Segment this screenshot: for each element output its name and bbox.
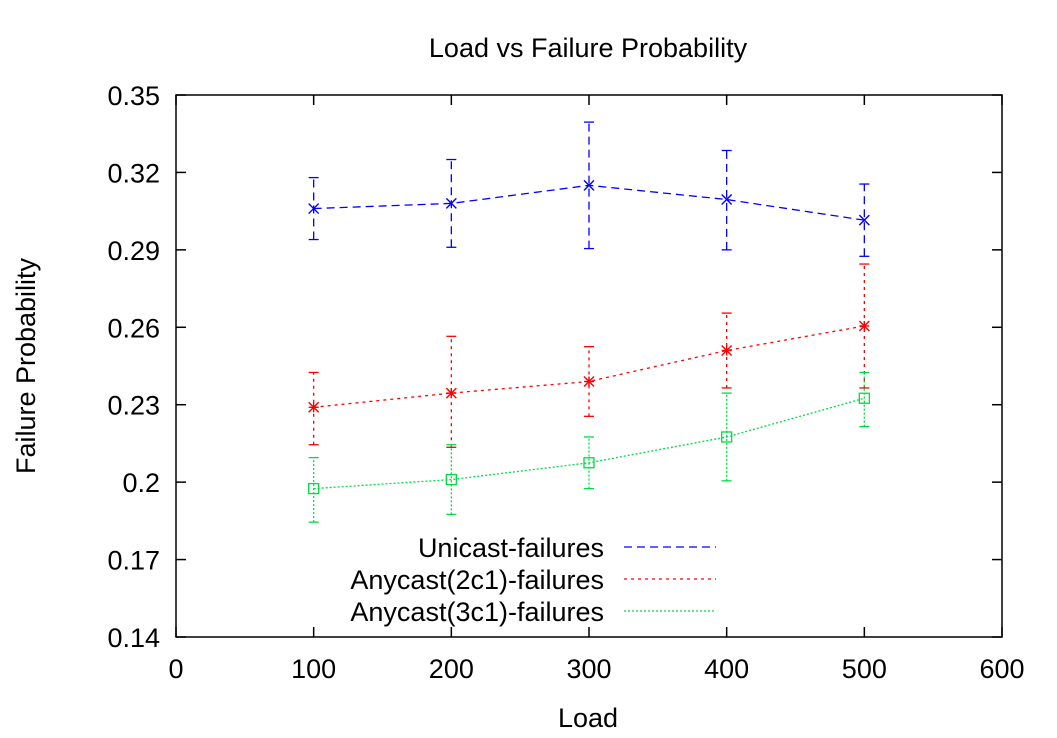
square-marker	[858, 392, 870, 404]
y-tick-label: 0.35	[107, 81, 160, 111]
y-tick-label: 0.14	[107, 623, 160, 653]
x-tick-label: 600	[979, 654, 1024, 684]
y-tick-label: 0.29	[107, 236, 160, 266]
y-tick-label: 0.23	[107, 391, 160, 421]
x-tick-label: 400	[704, 654, 749, 684]
y-tick-label: 0.32	[107, 158, 160, 188]
x-tick-label: 500	[842, 654, 887, 684]
axes: 0.14 0.17 0.2 0.23 0.26 0.29 0.32 0.35 0 100 200 30…	[107, 81, 1024, 684]
y-tick-label: 0.26	[107, 313, 160, 343]
y-tick-label: 0.17	[107, 546, 160, 576]
x-axis-label: Load	[558, 703, 618, 733]
series-2	[308, 371, 870, 523]
legend: Unicast-failuresAnycast(2c1)-failuresAny…	[350, 533, 716, 627]
legend-label: Anycast(2c1)-failures	[350, 565, 604, 595]
chart-title: Load vs Failure Probability	[429, 33, 748, 63]
x-tick-label: 300	[566, 654, 611, 684]
x-marker	[445, 197, 457, 209]
legend-label: Anycast(3c1)-failures	[350, 597, 604, 627]
x-tick-label: 0	[168, 654, 183, 684]
x-tick-label: 200	[429, 654, 474, 684]
y-tick-label: 0.2	[122, 468, 160, 498]
x-marker	[308, 203, 320, 215]
y-axis-label: Failure Probability	[11, 257, 41, 474]
x-marker	[858, 214, 870, 226]
x-marker	[721, 194, 733, 206]
legend-label: Unicast-failures	[418, 533, 604, 563]
square-marker	[583, 457, 595, 469]
x-marker	[583, 179, 595, 191]
series-1	[308, 263, 870, 448]
series-0	[308, 121, 870, 257]
square-marker	[721, 431, 733, 443]
series-line	[313, 325, 865, 408]
square-marker	[445, 473, 457, 486]
square-marker	[308, 482, 320, 495]
series-group	[308, 121, 870, 523]
x-tick-label: 100	[291, 654, 336, 684]
